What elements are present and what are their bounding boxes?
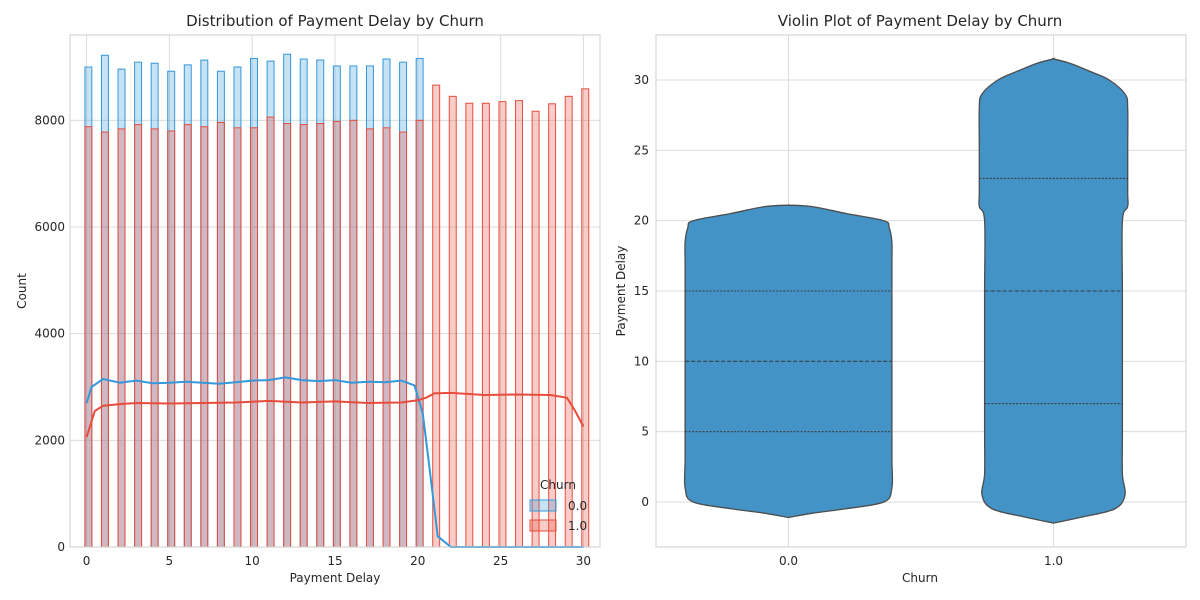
y-tick-label: 20 xyxy=(634,214,649,228)
x-tick-label: 30 xyxy=(576,554,591,568)
violin-shapes xyxy=(683,57,1129,524)
histogram-bar xyxy=(167,130,176,548)
histogram-title: Distribution of Payment Delay by Churn xyxy=(186,12,484,30)
histogram-bar xyxy=(250,127,258,548)
kde-line xyxy=(85,391,585,438)
histogram-bar xyxy=(531,110,540,548)
histogram-bar xyxy=(498,101,507,548)
histogram-bar xyxy=(134,124,143,548)
histogram-bar xyxy=(332,120,341,548)
histogram-bar xyxy=(349,119,358,548)
histogram-bar xyxy=(200,126,209,548)
histogram-bar xyxy=(415,119,424,548)
histogram-y-label: Count xyxy=(15,273,29,309)
histogram-bar xyxy=(84,126,93,548)
histogram-bar xyxy=(233,127,242,548)
histogram-bar xyxy=(283,123,292,548)
histogram-bar xyxy=(382,127,391,548)
x-tick-label: 5 xyxy=(166,554,174,568)
histogram-bar xyxy=(183,124,192,548)
violin-title: Violin Plot of Payment Delay by Churn xyxy=(778,12,1062,30)
histogram-bar xyxy=(266,116,275,548)
histogram-frame xyxy=(69,34,601,548)
violin-x-label: Churn xyxy=(902,571,938,585)
histogram-x-ticks: 0 5 10 15 20 25 30 xyxy=(83,554,591,568)
x-tick-label: 25 xyxy=(493,554,508,568)
legend-swatch-churn-1 xyxy=(529,519,557,532)
violin-frame xyxy=(655,34,1187,548)
violin-panel: 0.0 1.0 0 5 10 15 20 25 30 Violin Plot of Payme… xyxy=(614,12,1187,585)
legend-swatch-churn-0 xyxy=(529,499,557,512)
histogram-bar xyxy=(515,100,523,548)
x-tick-label: 15 xyxy=(327,554,342,568)
histogram-bar xyxy=(299,124,308,548)
histogram-bar xyxy=(448,95,457,548)
y-tick-label: 25 xyxy=(634,143,649,157)
y-tick-label: 0 xyxy=(641,495,649,509)
violin-x-ticks: 0.0 1.0 xyxy=(779,554,1063,568)
x-tick-label: 0.0 xyxy=(779,554,798,568)
legend-label-churn-1: 1.0 xyxy=(568,519,587,533)
x-tick-label: 20 xyxy=(410,554,425,568)
histogram-bar xyxy=(481,102,490,548)
y-tick-label: 5 xyxy=(641,425,649,439)
y-tick-label: 4000 xyxy=(34,327,65,341)
y-tick-label: 2000 xyxy=(34,433,65,447)
y-tick-label: 10 xyxy=(634,354,649,368)
y-tick-label: 0 xyxy=(57,540,65,554)
histogram-panel: 0 5 10 15 20 25 30 0 2000 4000 6000 8000 Distribut… xyxy=(15,12,601,585)
y-tick-label: 8000 xyxy=(34,113,65,127)
legend-label-churn-0: 0.0 xyxy=(568,499,587,513)
kde-line xyxy=(85,376,584,548)
histogram-bar xyxy=(216,121,225,548)
histogram-bar xyxy=(117,128,126,548)
x-tick-label: 10 xyxy=(245,554,260,568)
histogram-legend: Churn 0.0 1.0 xyxy=(529,478,587,533)
violin-y-label: Payment Delay xyxy=(614,246,628,337)
histogram-bar xyxy=(100,131,109,548)
histogram-bar xyxy=(365,128,374,548)
legend-title: Churn xyxy=(540,478,576,492)
histogram-bar xyxy=(316,123,325,548)
histogram-kde-lines xyxy=(85,376,585,548)
x-tick-label: 0 xyxy=(83,554,91,568)
violin-y-ticks: 0 5 10 15 20 25 30 xyxy=(634,73,649,509)
histogram-bar xyxy=(432,84,441,548)
x-tick-label: 1.0 xyxy=(1044,554,1063,568)
histogram-bars-churn-1 xyxy=(84,84,590,548)
histogram-bar xyxy=(581,88,590,548)
histogram-bar xyxy=(399,131,408,548)
y-tick-label: 15 xyxy=(634,284,649,298)
histogram-bar xyxy=(150,128,159,548)
y-tick-label: 6000 xyxy=(34,220,65,234)
histogram-x-label: Payment Delay xyxy=(290,571,381,585)
histogram-y-ticks: 0 2000 4000 6000 8000 xyxy=(34,113,65,554)
y-tick-label: 30 xyxy=(634,73,649,87)
histogram-bar xyxy=(465,102,474,548)
